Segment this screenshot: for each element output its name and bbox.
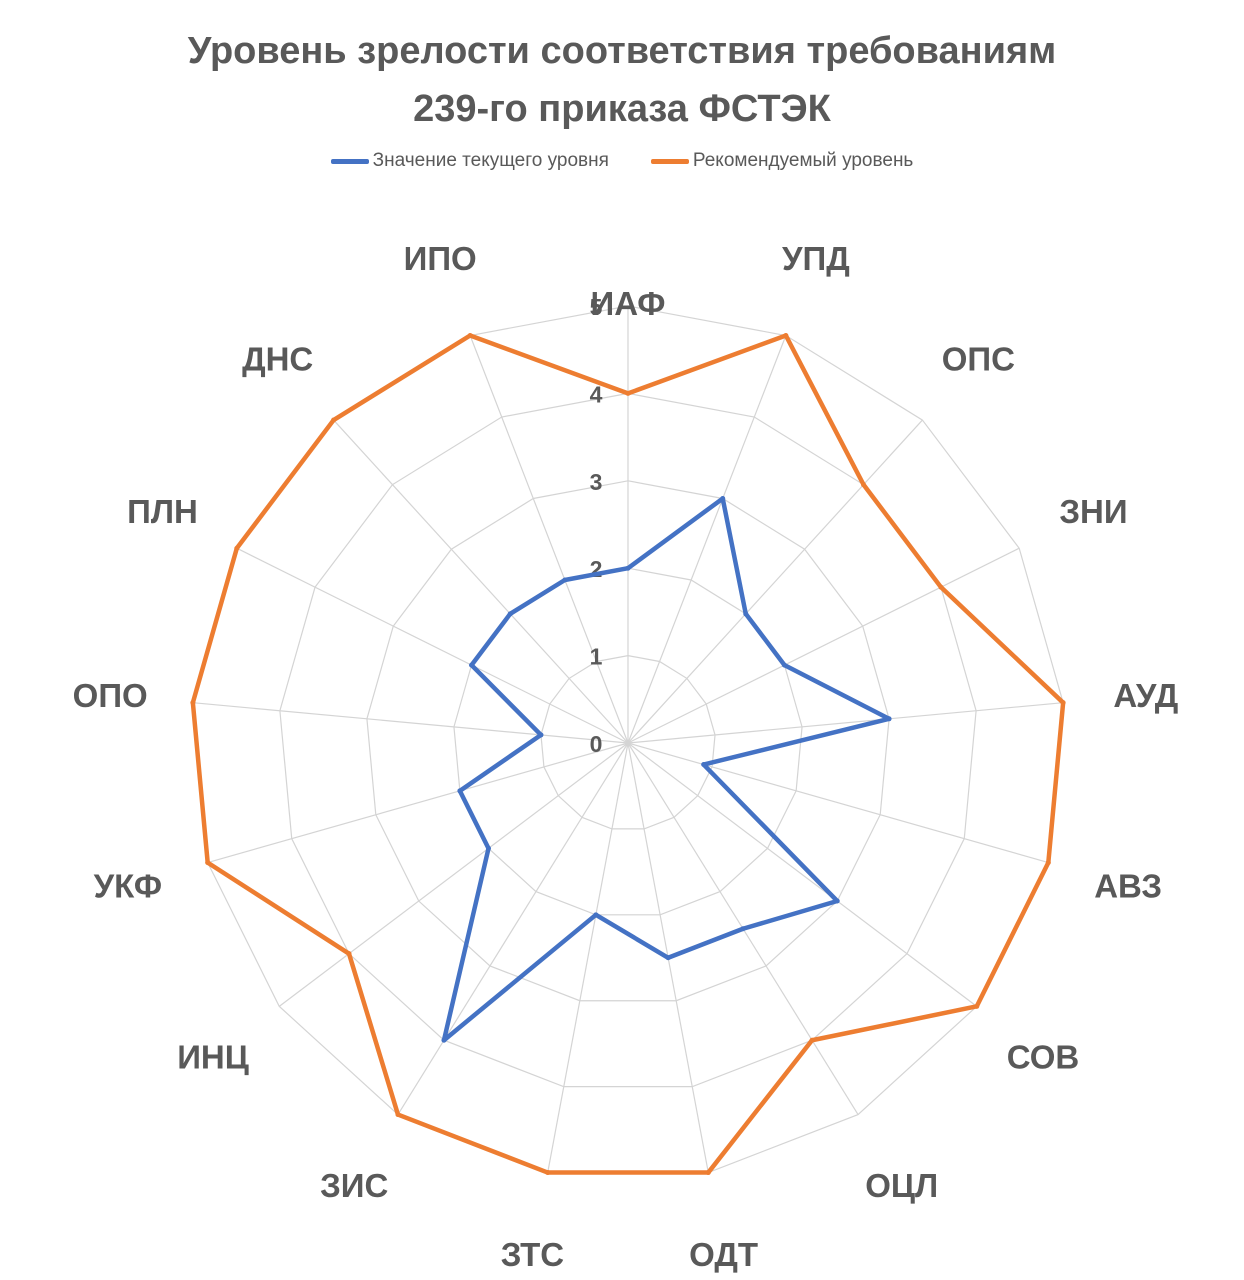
spoke-line	[278, 742, 629, 1007]
series-line-current	[441, 496, 892, 1043]
data-point	[809, 1037, 815, 1043]
data-point	[974, 1003, 980, 1009]
legend-label-recommended: Рекомендуемый уровень	[692, 150, 914, 171]
data-point	[562, 577, 568, 583]
data-point	[701, 762, 707, 768]
chart-title-line2: 239-го приказа ФСТЭК	[413, 88, 831, 130]
axis-label: СОВ	[1007, 1038, 1080, 1075]
tick-label: 0	[590, 731, 603, 757]
data-point	[743, 611, 749, 617]
data-point	[781, 662, 787, 668]
grid-ring-3	[366, 480, 890, 1002]
axis-label: ОПС	[942, 341, 1015, 378]
legend-item-current: Значение текущего уровня	[330, 150, 609, 172]
data-point	[1045, 860, 1051, 866]
data-point	[331, 417, 337, 423]
chart-title: Уровень зрелости соответствия требования…	[0, 22, 1244, 138]
data-point	[740, 926, 746, 932]
axis-label: УКФ	[94, 867, 162, 904]
data-point	[395, 1112, 401, 1118]
data-point	[538, 732, 544, 738]
tick-label: 2	[590, 556, 603, 582]
spoke-line	[627, 702, 1064, 744]
data-point	[1060, 700, 1066, 706]
spoke-line	[207, 742, 629, 864]
spoke-line	[397, 742, 629, 1115]
legend-swatch-recommended	[650, 158, 689, 164]
axis-label: ЗТС	[501, 1236, 564, 1273]
data-point	[834, 898, 840, 904]
tick-label: 4	[590, 381, 603, 407]
spoke-line	[192, 702, 629, 744]
spoke-line	[627, 547, 1020, 744]
spoke-line	[236, 547, 629, 744]
spoke-line	[627, 335, 787, 744]
chart-title-line1: Уровень зрелости соответствия требования…	[187, 30, 1057, 72]
spoke-line	[547, 742, 629, 1173]
tick-label: 1	[590, 644, 603, 670]
data-point	[720, 496, 726, 502]
tick-label: 5	[590, 294, 603, 320]
data-point	[593, 912, 599, 918]
axis-label: ИПО	[404, 240, 477, 277]
axis-label: ЗИС	[320, 1167, 388, 1204]
data-point	[441, 1037, 447, 1043]
data-point	[234, 545, 240, 551]
axis-label: АУД	[1113, 677, 1178, 714]
axis-label: ПЛН	[127, 493, 198, 530]
data-point	[457, 788, 463, 794]
spoke-line	[627, 419, 923, 744]
data-point	[486, 845, 492, 851]
axis-label: ОДТ	[689, 1236, 758, 1273]
data-point	[507, 611, 513, 617]
axis-label: ИАФ	[591, 285, 666, 322]
axis-label: АВЗ	[1094, 867, 1162, 904]
legend-label-current: Значение текущего уровня	[372, 150, 609, 171]
data-point	[665, 955, 671, 961]
axis-label: ОПО	[73, 677, 148, 714]
axis-label: ЗНИ	[1059, 493, 1127, 530]
spoke-line	[627, 742, 978, 1007]
data-point	[205, 860, 211, 866]
series-line-recommended	[190, 333, 1066, 1175]
data-point	[346, 951, 352, 957]
spoke-line	[469, 335, 629, 744]
data-point	[705, 1170, 711, 1176]
legend-swatch-current	[330, 158, 369, 164]
chart-legend: Значение текущего уровня Рекомендуемый у…	[0, 150, 1244, 172]
data-point	[625, 565, 631, 571]
data-point	[469, 662, 475, 668]
axis-label: ИНЦ	[177, 1038, 249, 1075]
grid-ring-1	[540, 654, 716, 830]
axis-label: ОЦЛ	[865, 1167, 938, 1204]
data-point	[190, 700, 196, 706]
data-point	[938, 584, 944, 590]
data-point	[886, 716, 892, 722]
tick-label: 3	[590, 469, 603, 495]
data-point	[625, 390, 631, 396]
spoke-line	[627, 742, 1049, 864]
data-point	[783, 333, 789, 339]
data-point	[545, 1170, 551, 1176]
axis-label: УПД	[782, 240, 850, 277]
data-point	[861, 482, 867, 488]
spoke-line	[333, 419, 629, 744]
legend-item-recommended: Рекомендуемый уровень	[650, 150, 914, 172]
axis-label: ДНС	[242, 341, 313, 378]
data-point	[467, 333, 473, 339]
